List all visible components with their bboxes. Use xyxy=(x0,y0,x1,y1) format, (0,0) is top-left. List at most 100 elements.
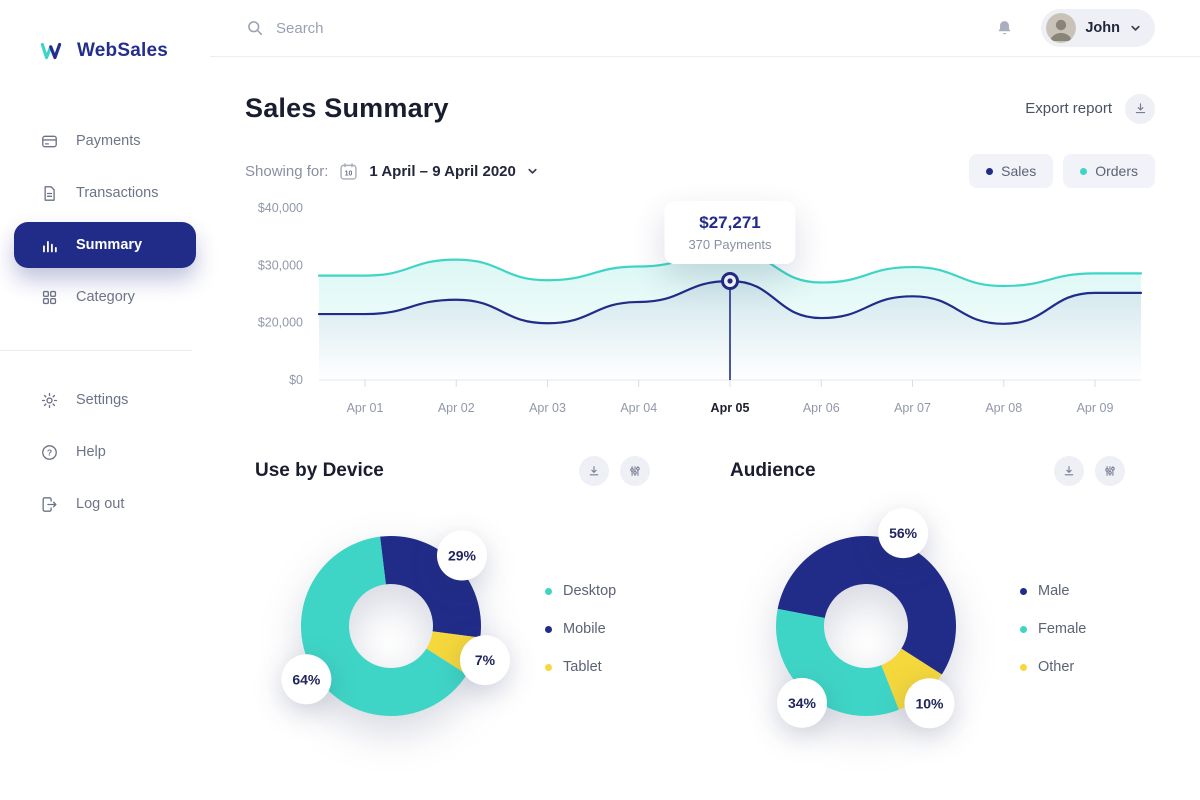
legend-label: Mobile xyxy=(563,621,606,637)
sidebar-item-label: Log out xyxy=(76,496,125,512)
svg-text:$20,000: $20,000 xyxy=(258,316,303,330)
sliders-icon xyxy=(630,466,640,476)
chevron-down-icon xyxy=(1131,25,1140,31)
sidebar-item-label: Help xyxy=(76,444,106,460)
sidebar-item-label: Payments xyxy=(76,133,141,149)
svg-text:34%: 34% xyxy=(788,695,817,711)
download-icon-button[interactable] xyxy=(579,456,609,486)
tooltip-value: $27,271 xyxy=(699,212,761,232)
calendar-icon: 10 xyxy=(340,162,358,180)
legend-label: Desktop xyxy=(563,583,617,599)
legend-chip-sales[interactable]: Sales xyxy=(969,154,1054,188)
sidebar-item-label: Category xyxy=(76,289,135,305)
filter-sliders-button[interactable] xyxy=(1095,456,1125,486)
audience-card-actions xyxy=(1054,456,1125,486)
svg-text:7%: 7% xyxy=(475,652,496,668)
legend-dot xyxy=(545,625,552,633)
chart-tooltip: $27,271 370 Payments xyxy=(664,200,796,264)
search-input[interactable] xyxy=(276,19,596,37)
sidebar-item-category[interactable]: Category xyxy=(14,274,196,320)
sidebar-item-logout[interactable]: Log out xyxy=(14,481,196,527)
donut-segment-male xyxy=(777,536,956,675)
title-row: Sales Summary Export report xyxy=(245,93,1155,124)
audience-card-body: 56% 10% 34% Male Female Other xyxy=(720,486,1155,772)
controls-row: Showing for: 10 1 April – 9 April 2020 S… xyxy=(245,154,1155,188)
help-icon: ? xyxy=(42,444,57,460)
svg-text:$40,000: $40,000 xyxy=(258,201,303,215)
donut-percent-badge: 29% xyxy=(436,530,487,581)
download-icon-button[interactable] xyxy=(1054,456,1084,486)
svg-text:64%: 64% xyxy=(292,671,321,687)
sidebar-item-summary[interactable]: Summary xyxy=(14,222,196,268)
date-range-value: 1 April – 9 April 2020 xyxy=(369,162,516,180)
sidebar-divider xyxy=(0,350,192,351)
device-donut-chart: 29% 7% 64% xyxy=(281,530,510,716)
sidebar-item-label: Transactions xyxy=(76,185,159,201)
audience-card-header: Audience xyxy=(720,456,1155,486)
summary-chart-icon xyxy=(43,240,57,252)
svg-text:10%: 10% xyxy=(915,695,944,711)
sidebar-item-label: Summary xyxy=(76,237,143,253)
donut-percent-badge: 7% xyxy=(459,635,510,686)
legend-dot xyxy=(1020,587,1027,595)
avatar-photo xyxy=(1046,13,1077,43)
date-range-picker[interactable]: Showing for: 10 1 April – 9 April 2020 xyxy=(245,161,539,182)
sidebar-footer-nav: Settings ? Help Log out xyxy=(0,377,210,527)
svg-text:Apr 02: Apr 02 xyxy=(438,401,475,415)
legend-label: Orders xyxy=(1095,163,1138,179)
svg-text:Apr 06: Apr 06 xyxy=(803,401,840,415)
svg-text:Apr 09: Apr 09 xyxy=(1077,401,1114,415)
audience-card: Audience xyxy=(720,456,1155,772)
calendar-day-number: 10 xyxy=(345,170,353,177)
legend-label: Male xyxy=(1038,583,1070,599)
sidebar-item-settings[interactable]: Settings xyxy=(14,377,196,423)
orders-dot xyxy=(1080,167,1088,175)
donut-segment-desktop xyxy=(301,536,467,716)
download-icon xyxy=(589,466,599,476)
svg-text:?: ? xyxy=(47,447,52,457)
avatar xyxy=(1046,13,1077,43)
legend-dot xyxy=(545,663,552,671)
legend-label: Female xyxy=(1038,621,1087,637)
topbar: John xyxy=(210,0,1200,57)
sidebar-item-help[interactable]: ? Help xyxy=(14,429,196,475)
svg-text:$0: $0 xyxy=(289,373,303,387)
category-grid-icon xyxy=(42,290,57,304)
donut-percent-badge: 10% xyxy=(904,678,955,729)
user-menu[interactable]: John xyxy=(1041,9,1155,47)
donut-percent-badge: 64% xyxy=(281,654,332,705)
donut-percent-badge: 34% xyxy=(776,677,827,728)
search-box[interactable] xyxy=(245,18,994,38)
svg-text:Apr 07: Apr 07 xyxy=(894,401,931,415)
donut-legend-item: Other xyxy=(1020,659,1086,675)
sales-line-chart-svg: $0 $20,000 $30,000 $40,000 Apr 01 Apr 02 Apr 0… xyxy=(258,201,1143,415)
legend-chip-orders[interactable]: Orders xyxy=(1063,154,1155,188)
page-title: Sales Summary xyxy=(245,93,449,123)
svg-text:Apr 08: Apr 08 xyxy=(985,401,1022,415)
svg-text:56%: 56% xyxy=(889,525,918,541)
sidebar-item-payments[interactable]: Payments xyxy=(14,118,196,164)
export-report-label: Export report xyxy=(1025,100,1112,117)
brand-logo[interactable]: WebSales xyxy=(0,40,210,62)
gear-icon xyxy=(41,392,58,408)
device-card-body: 29% 7% 64% Desktop Mobile Tablet xyxy=(245,486,680,772)
sidebar-item-label: Settings xyxy=(76,392,129,408)
card-title: Use by Device xyxy=(255,460,384,481)
content: Sales Summary Export report Showing for: xyxy=(210,93,1200,772)
brand-name: WebSales xyxy=(77,40,169,61)
cards-row: Use by Device xyxy=(245,456,1155,772)
download-icon xyxy=(1064,466,1074,476)
filter-sliders-button[interactable] xyxy=(620,456,650,486)
donut-legend-item: Desktop xyxy=(545,583,616,599)
export-report-button[interactable]: Export report xyxy=(1025,93,1155,124)
card-title: Audience xyxy=(730,460,816,481)
sidebar: WebSales Payments Transactions xyxy=(0,0,210,800)
svg-text:Apr 04: Apr 04 xyxy=(620,401,657,415)
device-card-actions xyxy=(579,456,650,486)
sidebar-item-transactions[interactable]: Transactions xyxy=(14,170,196,216)
search-icon xyxy=(248,21,263,36)
payments-icon xyxy=(42,135,57,147)
bell-icon[interactable] xyxy=(994,18,1015,39)
donut-legend-item: Male xyxy=(1020,583,1086,599)
